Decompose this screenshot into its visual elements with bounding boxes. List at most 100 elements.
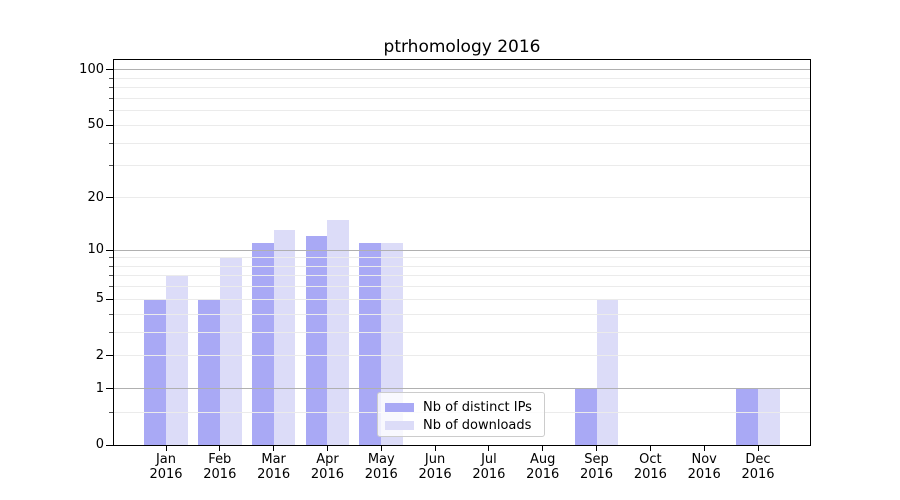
x-tick-year: 2016: [364, 467, 398, 482]
x-tick-label-feb: Feb 2016: [188, 452, 252, 482]
x-tick-month: Dec: [745, 452, 771, 467]
x-tick-month: Jun: [424, 452, 446, 467]
x-tick-month: Aug: [530, 452, 556, 467]
y-tick-label: 1: [95, 380, 104, 396]
x-axis: Jan 2016 Feb 2016 Mar 2016 Apr 2016 May 2016 Jun 20…: [114, 60, 810, 482]
x-tick-label-jan: Jan 2016: [134, 452, 198, 482]
x-tick-year: 2016: [741, 467, 775, 482]
x-tick-year: 2016: [203, 467, 237, 482]
y-minor-tick: [109, 331, 113, 333]
y-tick: [106, 388, 113, 390]
y-minor-tick: [109, 286, 113, 288]
bar-nb-of-distinct-ips-sep: [574, 388, 597, 445]
x-tick-month: Sep: [584, 452, 609, 467]
gridline-minor: [114, 142, 810, 144]
gridline-minor: [114, 331, 810, 333]
bar-nb-of-downloads-sep: [596, 299, 619, 445]
y-tick-label: 2: [95, 347, 104, 363]
gridline-minor: [114, 110, 810, 112]
x-tick-year: 2016: [418, 467, 452, 482]
gridline-minor: [114, 165, 810, 167]
y-minor-tick: [109, 411, 113, 413]
y-tick-label: 20: [87, 189, 104, 205]
x-tick-year: 2016: [687, 467, 721, 482]
y-tick: [106, 298, 113, 300]
x-tick-year: 2016: [257, 467, 291, 482]
x-tick-month: Mar: [261, 452, 286, 467]
y-tick-label: 5: [95, 291, 104, 307]
legend-swatch-distinct-ips: [385, 402, 414, 412]
y-tick: [106, 249, 113, 251]
bar-nb-of-distinct-ips-jan: [144, 299, 166, 445]
gridline-major: [114, 249, 810, 251]
legend-item-downloads: Nb of downloads: [385, 416, 544, 434]
x-tick-label-may: May 2016: [349, 452, 413, 482]
gridline-minor: [114, 265, 810, 267]
y-minor-tick: [109, 110, 113, 112]
y-tick: [106, 69, 113, 71]
gridline-minor: [114, 197, 810, 198]
x-tick: [542, 446, 544, 451]
y-tick-label: 50: [87, 117, 104, 133]
x-tick: [219, 446, 221, 451]
y-tick-label: 10: [87, 242, 104, 258]
plot-area: 0 1 2 5 10 20 50 100 Jan 2016 Feb 2016 Mar 2016 Apr 20…: [79, 59, 811, 482]
x-tick-month: Apr: [316, 452, 339, 467]
gridline-minor: [114, 97, 810, 99]
x-tick-month: May: [367, 452, 395, 467]
y-minor-tick: [109, 275, 113, 277]
x-tick-label-aug: Aug 2016: [511, 452, 575, 482]
x-tick: [165, 446, 167, 451]
bar-nb-of-distinct-ips-may: [359, 243, 382, 445]
bar-nb-of-downloads-feb: [219, 257, 242, 445]
gridline-minor: [114, 257, 810, 259]
bar-nb-of-distinct-ips-feb: [198, 299, 220, 445]
y-tick: [106, 197, 113, 198]
bar-nb-of-distinct-ips-apr: [305, 236, 328, 445]
chart-title: ptrhomology 2016: [383, 37, 541, 57]
y-tick: [106, 355, 113, 357]
x-tick: [380, 446, 382, 451]
x-tick: [434, 446, 436, 451]
x-tick-month: Jan: [155, 452, 177, 467]
gridline-minor: [114, 313, 810, 315]
legend-item-distinct-ips: Nb of distinct IPs: [385, 398, 544, 416]
y-tick: [106, 444, 113, 446]
y-tick-label: 0: [95, 437, 104, 452]
x-tick: [703, 446, 705, 451]
x-tick: [649, 446, 651, 451]
bar-nb-of-downloads-dec: [758, 388, 780, 445]
gridline-minor: [114, 275, 810, 277]
gridline-minor: [114, 124, 810, 126]
x-tick-month: Feb: [208, 452, 232, 467]
x-tick: [596, 446, 598, 451]
y-minor-tick: [109, 87, 113, 89]
x-tick-label-dec: Dec 2016: [726, 452, 790, 482]
x-tick-year: 2016: [149, 467, 183, 482]
bar-nb-of-distinct-ips-dec: [736, 388, 758, 445]
legend-swatch-downloads: [385, 420, 414, 430]
x-tick-month: Oct: [639, 452, 662, 467]
bar-nb-of-downloads-jan: [166, 275, 188, 445]
bar-nb-of-downloads-mar: [273, 230, 296, 445]
gridlines-layer: [114, 60, 810, 445]
x-tick-month: Nov: [691, 452, 717, 467]
x-tick: [488, 446, 490, 451]
x-tick-label-nov: Nov 2016: [672, 452, 736, 482]
x-tick-label-jul: Jul 2016: [457, 452, 521, 482]
x-tick-year: 2016: [472, 467, 506, 482]
legend-label-downloads: Nb of downloads: [423, 417, 532, 433]
x-tick-year: 2016: [310, 467, 344, 482]
gridline-minor: [114, 87, 810, 89]
y-minor-tick: [109, 265, 113, 267]
gridline-minor: [114, 355, 810, 357]
y-axis: 0 1 2 5 10 20 50 100: [79, 60, 810, 452]
y-minor-tick: [109, 97, 113, 99]
gridline-minor: [114, 286, 810, 288]
x-tick-label-oct: Oct 2016: [618, 452, 682, 482]
y-minor-tick: [109, 77, 113, 79]
x-tick-month: Jul: [481, 452, 497, 467]
y-minor-tick: [109, 257, 113, 259]
x-tick: [326, 446, 328, 451]
